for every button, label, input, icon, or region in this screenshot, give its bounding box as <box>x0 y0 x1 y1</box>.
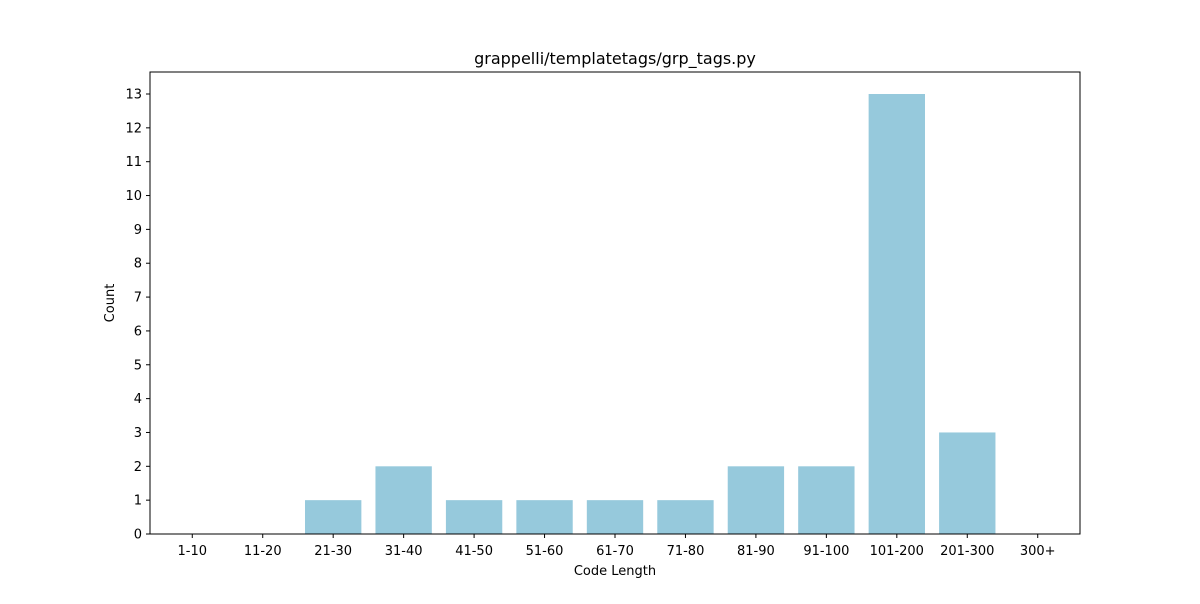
bar-61-70 <box>586 500 644 534</box>
bar-31-40 <box>375 466 432 534</box>
x-tick-label: 41-50 <box>455 544 493 559</box>
bar-81-90 <box>727 466 785 534</box>
bar-21-30 <box>305 500 362 534</box>
x-tick-label: 71-80 <box>667 544 705 559</box>
bar-91-100 <box>798 466 855 534</box>
y-tick-label: 4 <box>134 392 142 407</box>
y-axis-label: Count <box>103 284 118 323</box>
x-tick-label: 81-90 <box>737 544 775 559</box>
x-tick-label: 31-40 <box>385 544 423 559</box>
bar-51-60 <box>516 500 573 534</box>
x-axis-label: Code Length <box>574 564 656 579</box>
y-tick-label: 2 <box>134 460 142 475</box>
x-tick-label: 51-60 <box>526 544 564 559</box>
y-tick-label: 5 <box>134 358 142 373</box>
x-tick-label: 61-70 <box>596 544 634 559</box>
x-tick-label: 101-200 <box>870 544 924 559</box>
y-tick-label: 1 <box>134 494 142 509</box>
y-tick-label: 9 <box>134 223 142 238</box>
x-axis: 1-10 11-20 21-30 31-40 41-50 51-60 61-70 71-80 8… <box>178 534 1056 559</box>
x-tick-label: 201-300 <box>940 544 994 559</box>
x-tick-label: 91-100 <box>803 544 849 559</box>
y-tick-label: 0 <box>134 528 142 543</box>
bar-41-50 <box>445 500 503 534</box>
bar-101-200 <box>868 94 925 534</box>
y-tick-label: 8 <box>134 257 142 272</box>
x-tick-label: 21-30 <box>314 544 352 559</box>
bar-201-300 <box>939 432 996 534</box>
chart-title: grappelli/templatetags/grp_tags.py <box>474 49 756 69</box>
bars-group <box>305 94 996 534</box>
bar-71-80 <box>657 500 714 534</box>
y-tick-label: 7 <box>134 291 142 306</box>
x-tick-label: 1-10 <box>178 544 208 559</box>
x-tick-label: 300+ <box>1020 544 1056 559</box>
y-tick-label: 13 <box>125 88 142 103</box>
y-tick-label: 11 <box>125 155 142 170</box>
y-tick-label: 3 <box>134 426 142 441</box>
y-tick-label: 12 <box>125 121 142 136</box>
y-tick-label: 6 <box>134 324 142 339</box>
x-tick-label: 11-20 <box>244 544 282 559</box>
plot-frame <box>149 71 1081 535</box>
y-tick-label: 10 <box>125 189 142 204</box>
